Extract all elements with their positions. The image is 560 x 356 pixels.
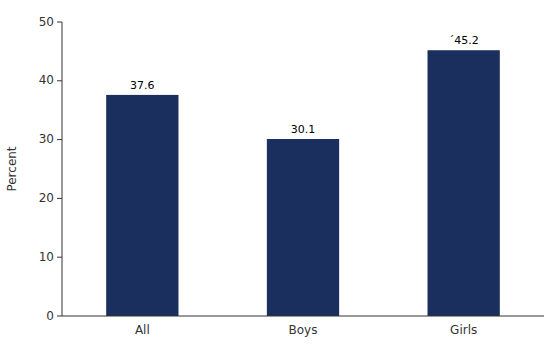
y-tick-label: 20 [39, 191, 54, 205]
x-axis: All Boys Girls [135, 323, 477, 337]
data-label: ´45.2 [449, 34, 479, 47]
bars [106, 50, 500, 316]
y-axis-label: Percent [5, 146, 19, 191]
y-tick-label: 30 [39, 132, 54, 146]
chart: 0 10 20 30 40 50 All Boys Girls 37.6 30.1 ´45.2 Perc… [0, 0, 560, 356]
y-tick [57, 316, 62, 317]
y-tick-label: 10 [39, 250, 54, 264]
bar [267, 139, 339, 316]
chart-container: 0 10 20 30 40 50 All Boys Girls 37.6 30.1 ´45.2 Perc… [0, 0, 560, 356]
y-axis-line [62, 22, 63, 316]
data-label: 30.1 [291, 123, 316, 136]
bar [428, 50, 500, 316]
y-tick-label: 0 [46, 309, 54, 323]
x-tick-label: All [135, 323, 150, 337]
y-tick-label: 40 [39, 73, 54, 87]
x-tick-label: Boys [289, 323, 318, 337]
data-label: 37.6 [130, 79, 155, 92]
y-tick [57, 257, 62, 258]
x-tick-label: Girls [450, 323, 477, 337]
y-tick [57, 198, 62, 199]
y-tick [57, 80, 62, 81]
y-tick [57, 22, 62, 23]
bar [106, 95, 178, 316]
x-axis-line [62, 316, 544, 317]
y-tick-label: 50 [39, 15, 54, 29]
data-labels: 37.6 30.1 ´45.2 [130, 34, 479, 136]
y-tick [57, 139, 62, 140]
y-axis: 0 10 20 30 40 50 [39, 15, 62, 323]
